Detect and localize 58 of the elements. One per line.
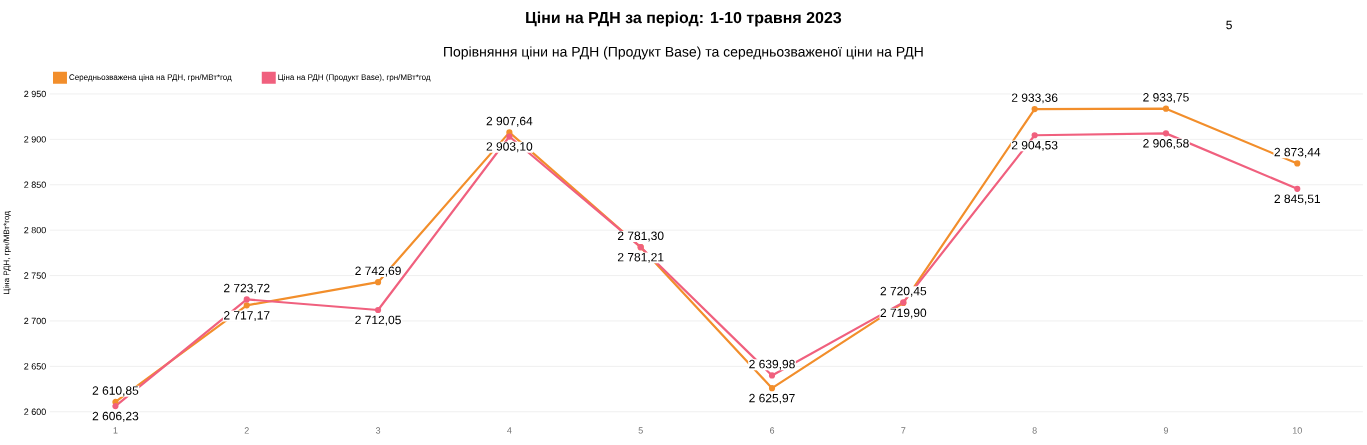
data-label: 2 873,44 [1274,147,1321,158]
data-label: 2 781,30 [617,231,664,242]
data-label: 2 933,75 [1143,93,1189,104]
point [506,133,513,140]
x-tick-label: 7 [901,427,906,434]
point [1162,130,1170,137]
y-tick-label: 2 700 [24,317,46,325]
data-label: 2 717,17 [224,311,270,322]
point [1162,105,1170,112]
legend-label: Ціна на РДН (Продукт Base), грн/МВт*год [278,74,431,82]
text: 5 [1226,20,1232,30]
point [1031,132,1038,139]
point [243,296,250,303]
data-label: 2 781,21 [617,253,664,263]
point [374,307,382,314]
point [243,302,250,309]
data-label: 2 610,85 [92,386,139,397]
data-label: 2 845,51 [1274,194,1321,205]
data-label: 2 903,10 [486,142,533,153]
data-label: 2 720,45 [880,286,927,297]
x-tick-label: 8 [1032,427,1037,434]
x-tick-label: 1 [113,427,118,434]
point [374,279,382,286]
y-tick-label: 2 650 [24,363,46,370]
data-label: 2 606,23 [92,411,139,422]
data-label: 2 933,36 [1011,93,1058,104]
data-label: 2 742,69 [355,266,401,277]
data-label: 2 719,90 [880,308,927,319]
point [112,403,119,410]
x-tick-label: 5 [638,427,643,434]
y-tick-label: 2 850 [24,181,46,189]
data-label: 2 907,64 [486,116,533,127]
x-tick-label: 3 [375,427,381,434]
x-tick-label: 4 [507,427,512,434]
chart-title: Ціни на РДН за період: 1-10 травня 2023 [526,11,842,27]
point [1294,185,1301,193]
data-label: 2 625,97 [749,394,795,404]
y-axis-title: Ціна РДН, грн/МВт*год [3,211,11,295]
data-label: 2 639,98 [749,359,795,370]
y-tick-label: 2 600 [24,408,46,416]
x-tick-label: 2 [244,427,249,434]
data-label: 2 712,05 [355,315,401,326]
point [1031,106,1038,113]
legend-label: Середньозважена ціна на РДН, грн/МВт*год [69,74,232,82]
y-tick-label: 2 750 [24,272,46,279]
data-label: 2 723,72 [224,283,270,294]
point [768,372,776,379]
x-tick-label: 9 [1163,427,1169,434]
data-label: 2 904,53 [1011,141,1058,151]
chart-subtitle: Порівняння ціни на РДН (Продукт Base) та середньозваженої ціни на РДН [444,46,923,60]
y-tick-label: 2 800 [24,227,46,234]
point [768,385,776,392]
point [1294,160,1301,167]
data-label: 2 906,58 [1143,139,1189,150]
x-tick-label: 10 [1292,427,1302,434]
x-tick-label: 6 [769,427,775,434]
y-tick-label: 2 950 [24,90,46,98]
y-tick-label: 2 900 [24,136,46,143]
